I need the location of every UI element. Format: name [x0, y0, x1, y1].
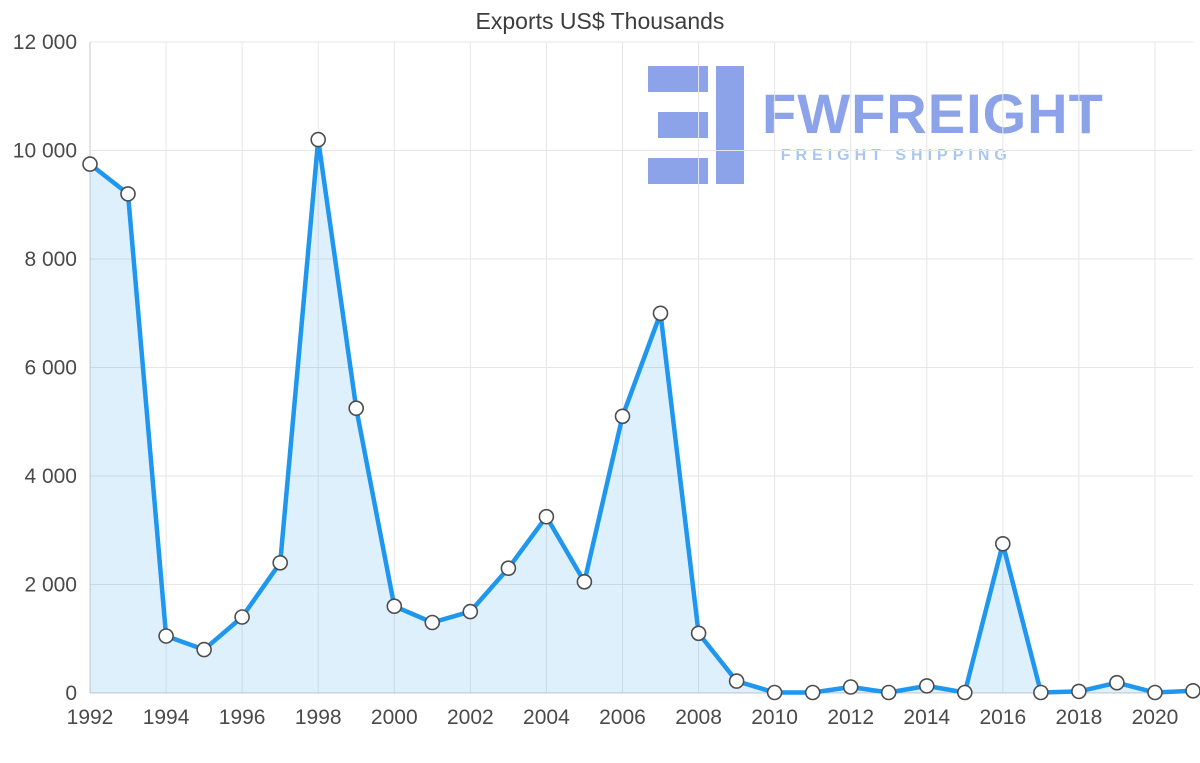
watermark-text-block: FWFREIGHT FREIGHT SHIPPING: [762, 81, 1104, 166]
svg-text:1996: 1996: [219, 706, 266, 729]
data-point-marker: [576, 573, 593, 590]
svg-text:12 000: 12 000: [13, 31, 77, 54]
data-point-marker: [1033, 684, 1049, 701]
svg-text:8 000: 8 000: [24, 248, 77, 271]
svg-text:2004: 2004: [523, 706, 570, 729]
data-point-marker: [766, 684, 783, 701]
gridlines: [89, 41, 1193, 694]
svg-text:1994: 1994: [143, 706, 190, 729]
svg-text:2018: 2018: [1056, 706, 1103, 729]
data-points: [82, 131, 1200, 701]
svg-text:2012: 2012: [827, 706, 874, 729]
axes: [89, 42, 1193, 694]
data-point-marker: [652, 305, 669, 322]
svg-text:2016: 2016: [979, 706, 1026, 729]
data-point-marker: [348, 400, 365, 417]
svg-text:10 000: 10 000: [13, 140, 77, 163]
svg-text:2000: 2000: [371, 706, 418, 729]
x-axis-labels: 1992 1994 1996 1998 2000 2002 2004 2006 2008 2010…: [67, 706, 1179, 729]
data-point-marker: [196, 641, 212, 658]
data-point-marker: [728, 673, 745, 689]
data-point-marker: [120, 186, 136, 202]
data-point-marker: [1147, 684, 1163, 701]
svg-text:2014: 2014: [903, 706, 950, 729]
data-point-marker: [918, 678, 935, 694]
data-point-marker: [158, 628, 174, 644]
svg-text:4 000: 4 000: [24, 465, 77, 488]
series-line: [87, 137, 1196, 695]
svg-text:2 000: 2 000: [24, 574, 77, 597]
svg-text:2008: 2008: [675, 706, 722, 729]
data-point-marker: [234, 609, 250, 625]
y-axis-labels: 0 2 000 4 000 6 000 8 000 10 000 12 000: [13, 31, 77, 705]
chart-title: Exports US$ Thousands: [475, 8, 725, 34]
svg-text:2010: 2010: [751, 706, 798, 729]
data-point-marker: [1109, 674, 1125, 691]
data-point-marker: [310, 131, 327, 148]
area-fill: [90, 139, 1193, 694]
watermark-subtitle-text: FREIGHT SHIPPING: [780, 147, 1012, 165]
data-point-marker: [462, 603, 479, 620]
fwfreight-logo-icon: [648, 66, 744, 184]
data-point-marker: [272, 554, 289, 571]
svg-text:2002: 2002: [447, 706, 494, 729]
data-point-marker: [804, 684, 821, 701]
data-point-marker: [1185, 683, 1200, 699]
svg-text:2006: 2006: [599, 706, 646, 729]
data-point-marker: [842, 679, 859, 695]
data-point-marker: [690, 625, 707, 642]
data-point-marker: [82, 156, 98, 172]
data-point-marker: [614, 408, 631, 425]
data-point-marker: [994, 535, 1011, 552]
data-point-marker: [386, 598, 403, 615]
data-point-marker: [956, 684, 973, 701]
data-point-marker: [424, 614, 441, 631]
svg-text:1998: 1998: [295, 706, 342, 729]
svg-text:1992: 1992: [67, 706, 114, 729]
watermark-brand-text: FWFREIGHT: [762, 81, 1104, 145]
fwfreight-watermark: FWFREIGHT FREIGHT SHIPPING: [648, 66, 1104, 184]
data-point-marker: [1071, 683, 1087, 700]
data-point-marker: [880, 684, 897, 701]
data-point-marker: [500, 560, 517, 577]
svg-text:2020: 2020: [1132, 706, 1179, 729]
svg-text:0: 0: [65, 682, 77, 705]
data-point-marker: [538, 508, 555, 525]
svg-text:6 000: 6 000: [24, 357, 77, 380]
